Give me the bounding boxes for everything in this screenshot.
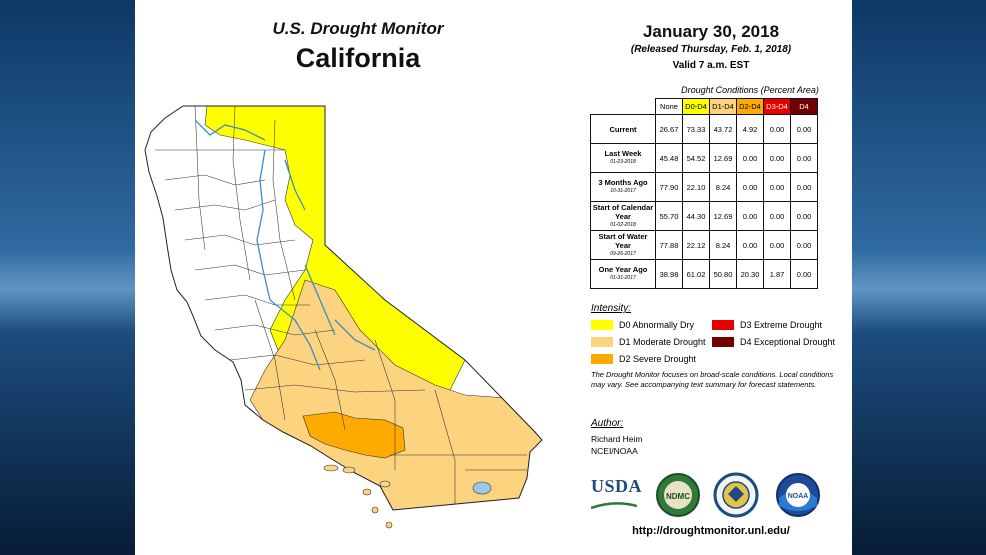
table-row: 3 Months Ago 10-31-2017 77.90 22.10 8.24 … <box>590 172 818 202</box>
author-info: Richard Heim NCEI/NOAA <box>591 433 643 457</box>
table-cell: 45.48 <box>655 143 683 173</box>
commerce-seal-icon <box>713 472 759 518</box>
table-cell: 0.00 <box>790 230 818 260</box>
legend-d3: D3 Extreme Drought <box>712 320 822 330</box>
valid-time: Valid 7 a.m. EST <box>672 60 750 71</box>
col-header: None <box>655 98 683 115</box>
author-heading: Author: <box>591 418 624 429</box>
row-date: 09-26-2017 <box>610 250 636 257</box>
intensity-heading: Intensity: <box>591 303 632 314</box>
table-row: One Year Ago 01-31-2017 38.98 61.02 50.80… <box>590 259 818 289</box>
usda-logo-text: USDA <box>591 476 643 496</box>
col-header: D4 <box>790 98 818 115</box>
table-cell: 0.00 <box>790 143 818 173</box>
legend-d2: D2 Severe Drought <box>591 354 696 364</box>
table-cell: 0.00 <box>736 143 764 173</box>
table-cell: 77.90 <box>655 172 683 202</box>
table-cell: 0.00 <box>763 143 791 173</box>
map-title: U.S. Drought Monitor <box>272 19 444 38</box>
row-date: 01-31-2017 <box>610 275 636 281</box>
table-cell: 20.30 <box>736 259 764 289</box>
table-cell: 54.52 <box>682 143 710 173</box>
row-date: 01-23-2018 <box>610 159 636 165</box>
table-cell: 4.92 <box>736 114 764 144</box>
table-cell: 0.00 <box>736 201 764 231</box>
table-cell: 0.00 <box>736 230 764 260</box>
table-cell: 0.00 <box>763 230 791 260</box>
noaa-logo-text: NOAA <box>788 493 809 500</box>
legend-d1: D1 Moderate Drought <box>591 337 706 347</box>
table-row: Start of Water Year 09-26-2017 77.88 22.1… <box>590 230 818 260</box>
legend-d0: D0 Abnormally Dry <box>591 320 694 330</box>
table-cell: 0.00 <box>763 201 791 231</box>
col-header: D0-D4 <box>682 98 710 115</box>
background-left-panel <box>0 0 135 555</box>
drought-monitor-panel: U.S. Drought Monitor California <box>135 0 852 555</box>
table-cell: 44.30 <box>682 201 710 231</box>
table-cell: 8.24 <box>709 230 737 260</box>
legend-d4: D4 Exceptional Drought <box>712 337 835 347</box>
disclaimer-note: The Drought Monitor focuses on broad-sca… <box>591 370 834 389</box>
ndmc-logo-text: NDMC <box>666 492 690 501</box>
table-cell: 43.72 <box>709 114 737 144</box>
table-cell: 73.33 <box>682 114 710 144</box>
col-header: D2-D4 <box>736 98 764 115</box>
row-label: Current <box>609 124 637 134</box>
map-date: January 30, 2018 <box>642 22 780 41</box>
col-header: D1-D4 <box>709 98 737 115</box>
table-cell: 0.00 <box>790 259 818 289</box>
table-cell: 1.87 <box>763 259 791 289</box>
author-org: NCEI/NOAA <box>591 446 638 456</box>
table-cell: 12.69 <box>709 201 737 231</box>
table-cell: 77.88 <box>655 230 683 260</box>
legend-label: D2 Severe Drought <box>619 354 697 364</box>
legend-label: D1 Moderate Drought <box>619 337 706 347</box>
noaa-logo: NOAA <box>776 473 820 517</box>
table-row: Start of Calendar Year 01-02-2018 55.70 4… <box>590 201 818 231</box>
col-header: D3-D4 <box>763 98 791 115</box>
table-row: Current 26.67 73.33 43.72 4.92 0.00 0.00 <box>590 114 818 144</box>
website-link[interactable]: http://droughtmonitor.unl.edu/ <box>632 525 790 537</box>
table-cell: 8.24 <box>709 172 737 202</box>
table-cell: 12.69 <box>709 143 737 173</box>
table-caption: Drought Conditions (Percent Area) <box>681 85 819 95</box>
table-cell: 22.12 <box>682 230 710 260</box>
row-label: Start of Calendar Year <box>592 202 654 221</box>
row-date: 10-31-2017 <box>610 188 636 194</box>
ndmc-logo: NDMC <box>656 473 700 517</box>
table-cell: 22.10 <box>682 172 710 202</box>
release-date: (Released Thursday, Feb. 1, 2018) <box>630 44 792 55</box>
legend-label: D0 Abnormally Dry <box>619 320 695 330</box>
background-right-panel <box>852 0 986 555</box>
table-cell: 0.00 <box>790 114 818 144</box>
row-label: Last Week <box>604 149 642 158</box>
table-cell: 0.00 <box>736 172 764 202</box>
d1-region <box>249 279 542 510</box>
california-map <box>144 105 543 529</box>
usda-logo: USDA <box>590 476 643 510</box>
table-cell: 50.80 <box>709 259 737 289</box>
table-cell: 38.98 <box>655 259 683 289</box>
map-state: California <box>295 43 421 73</box>
table-cell: 0.00 <box>790 201 818 231</box>
row-label: One Year Ago <box>598 265 648 274</box>
table-cell: 0.00 <box>763 172 791 202</box>
legend-label: D3 Extreme Drought <box>740 320 823 330</box>
row-date: 01-02-2018 <box>610 221 636 228</box>
usda-swoosh-icon <box>590 502 638 510</box>
table-row: Last Week 01-23-2018 45.48 54.52 12.69 0.… <box>590 143 818 173</box>
drought-table: None D0-D4 D1-D4 D2-D4 D3-D4 D4 Current … <box>590 98 818 289</box>
row-label: 3 Months Ago <box>598 178 648 187</box>
legend-label: D4 Exceptional Drought <box>740 337 836 347</box>
table-cell: 0.00 <box>790 172 818 202</box>
table-cell: 61.02 <box>682 259 710 289</box>
author-name: Richard Heim <box>591 434 643 444</box>
table-cell: 0.00 <box>763 114 791 144</box>
table-cell: 55.70 <box>655 201 683 231</box>
row-label: Start of Water Year <box>598 231 648 250</box>
table-cell: 26.67 <box>655 114 683 144</box>
